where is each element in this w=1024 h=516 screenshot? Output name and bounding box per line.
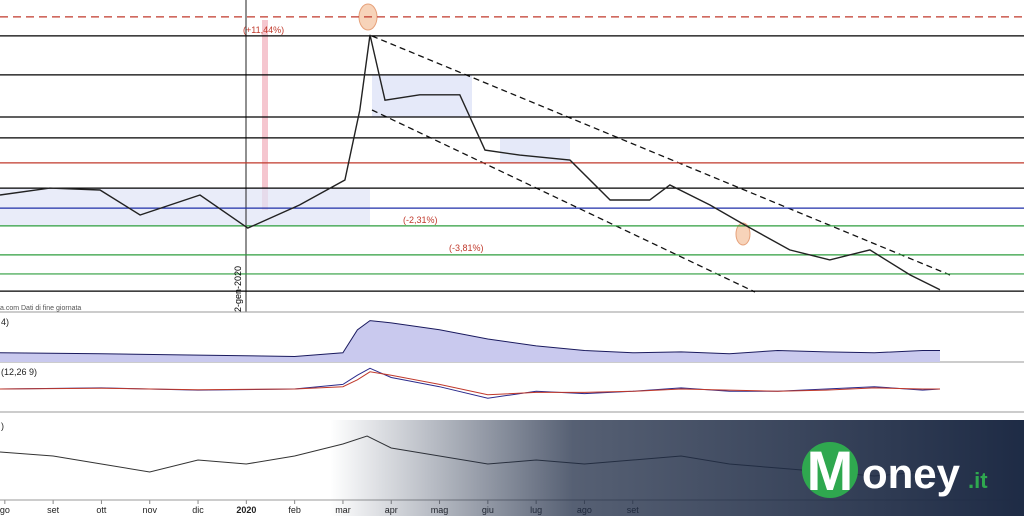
x-tick-label: 2020 <box>236 505 256 515</box>
series-line <box>0 371 940 396</box>
annotation: (-2,31%) <box>403 215 438 225</box>
annotation: (+11,44%) <box>243 25 284 35</box>
logo-circle <box>802 442 858 498</box>
zone <box>372 75 472 117</box>
x-tick-label: nov <box>142 505 157 515</box>
panel-label: (12,26 9) <box>1 367 37 377</box>
series-line <box>0 34 941 291</box>
trend-line <box>371 109 756 293</box>
logo-initial: M <box>807 439 854 502</box>
highlight <box>262 20 268 210</box>
logo-text: oney <box>862 450 961 497</box>
logo-suffix: .it <box>968 468 988 493</box>
overlay <box>330 420 1024 516</box>
x-tick-label: dic <box>192 505 204 515</box>
panel-label: ) <box>1 421 4 431</box>
highlight-circle <box>735 222 751 246</box>
source-note: a.com Dati di fine giornata <box>0 305 81 312</box>
x-tick-label: feb <box>288 505 301 515</box>
series-line <box>0 320 940 358</box>
annotation: (-3,81%) <box>449 243 484 253</box>
trend-line <box>371 35 951 276</box>
panel-label: 4) <box>1 317 9 327</box>
x-tick-label: go <box>0 505 10 515</box>
x-tick-label: set <box>47 505 60 515</box>
zone <box>0 188 370 226</box>
annotation: 2-gen-2020 <box>233 266 243 312</box>
area <box>0 320 940 362</box>
x-tick-label: ott <box>96 505 107 515</box>
